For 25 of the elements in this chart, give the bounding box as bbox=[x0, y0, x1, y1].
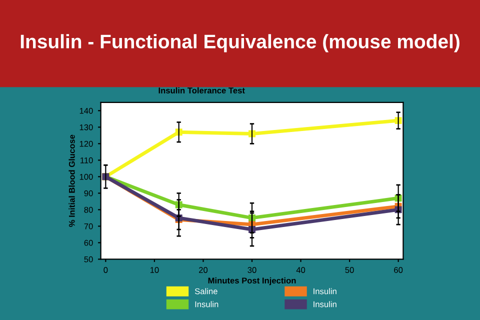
x-axis-title: Minutes Post Injection bbox=[208, 277, 296, 286]
y-tick-label: 100 bbox=[80, 174, 93, 180]
y-tick-label: 140 bbox=[80, 108, 93, 114]
y-tick-label: 120 bbox=[80, 140, 93, 147]
y-tick-label: 110 bbox=[80, 157, 93, 164]
x-tick-label: 60 bbox=[394, 267, 403, 273]
legend-label: Saline bbox=[194, 288, 218, 294]
x-tick-label: 20 bbox=[199, 267, 208, 273]
y-tick-label: 70 bbox=[84, 223, 93, 230]
legend-label: Insulin bbox=[195, 301, 218, 308]
x-tick-label: 40 bbox=[296, 267, 306, 273]
y-tick-label: 80 bbox=[84, 206, 93, 213]
x-tick-label: 0 bbox=[104, 267, 108, 273]
y-tick-label: 130 bbox=[80, 124, 93, 130]
legend-label: Insulin bbox=[314, 288, 336, 294]
legend-label: Insulin bbox=[314, 301, 336, 308]
y-tick-label: 60 bbox=[84, 240, 93, 246]
chart-subtitle: Insulin Tolerance Test bbox=[158, 87, 245, 94]
x-tick-label: 10 bbox=[150, 267, 159, 273]
y-tick-label: 90 bbox=[84, 190, 93, 196]
x-tick-label: 50 bbox=[345, 267, 354, 273]
x-tick-label: 30 bbox=[248, 267, 256, 273]
y-tick-label: 50 bbox=[84, 256, 93, 262]
chart-title: Insulin - Functional Equivalence (mouse model) bbox=[20, 34, 460, 52]
y-axis-title: % Initial Blood Glucose bbox=[68, 134, 75, 227]
